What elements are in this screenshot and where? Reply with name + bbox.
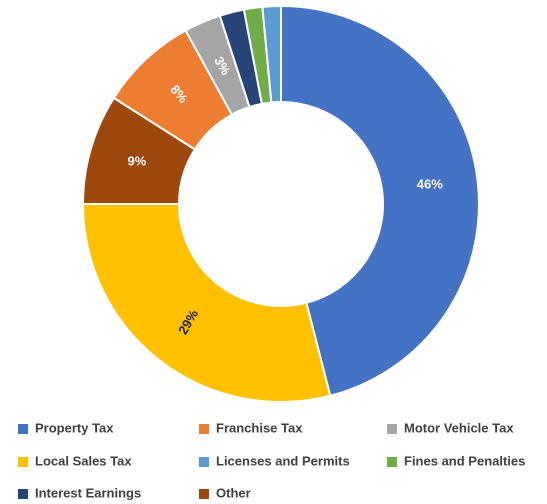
donut-segment [81, 203, 332, 403]
legend-swatch [18, 424, 28, 434]
legend-swatch [387, 424, 397, 434]
legend-label: Local Sales Tax [35, 453, 132, 468]
legend-swatch [18, 489, 28, 499]
data-label: 46% [417, 177, 443, 192]
legend-label: Property Tax [35, 420, 114, 435]
legend-label: Other [216, 485, 251, 500]
legend-swatch [387, 457, 397, 467]
donut-segment [261, 4, 282, 104]
legend-swatch [199, 457, 209, 467]
legend-swatch [199, 424, 209, 434]
legend-label: Fines and Penalties [404, 453, 525, 468]
legend-label: Franchise Tax [216, 420, 303, 435]
legend-swatch [18, 457, 28, 467]
donut-segment [280, 4, 480, 397]
legend-label: Licenses and Permits [216, 453, 350, 468]
legend-label: Motor Vehicle Tax [404, 420, 514, 435]
legend-swatch [199, 489, 209, 499]
data-label: 9% [128, 154, 147, 169]
legend-label: Interest Earnings [35, 485, 141, 500]
